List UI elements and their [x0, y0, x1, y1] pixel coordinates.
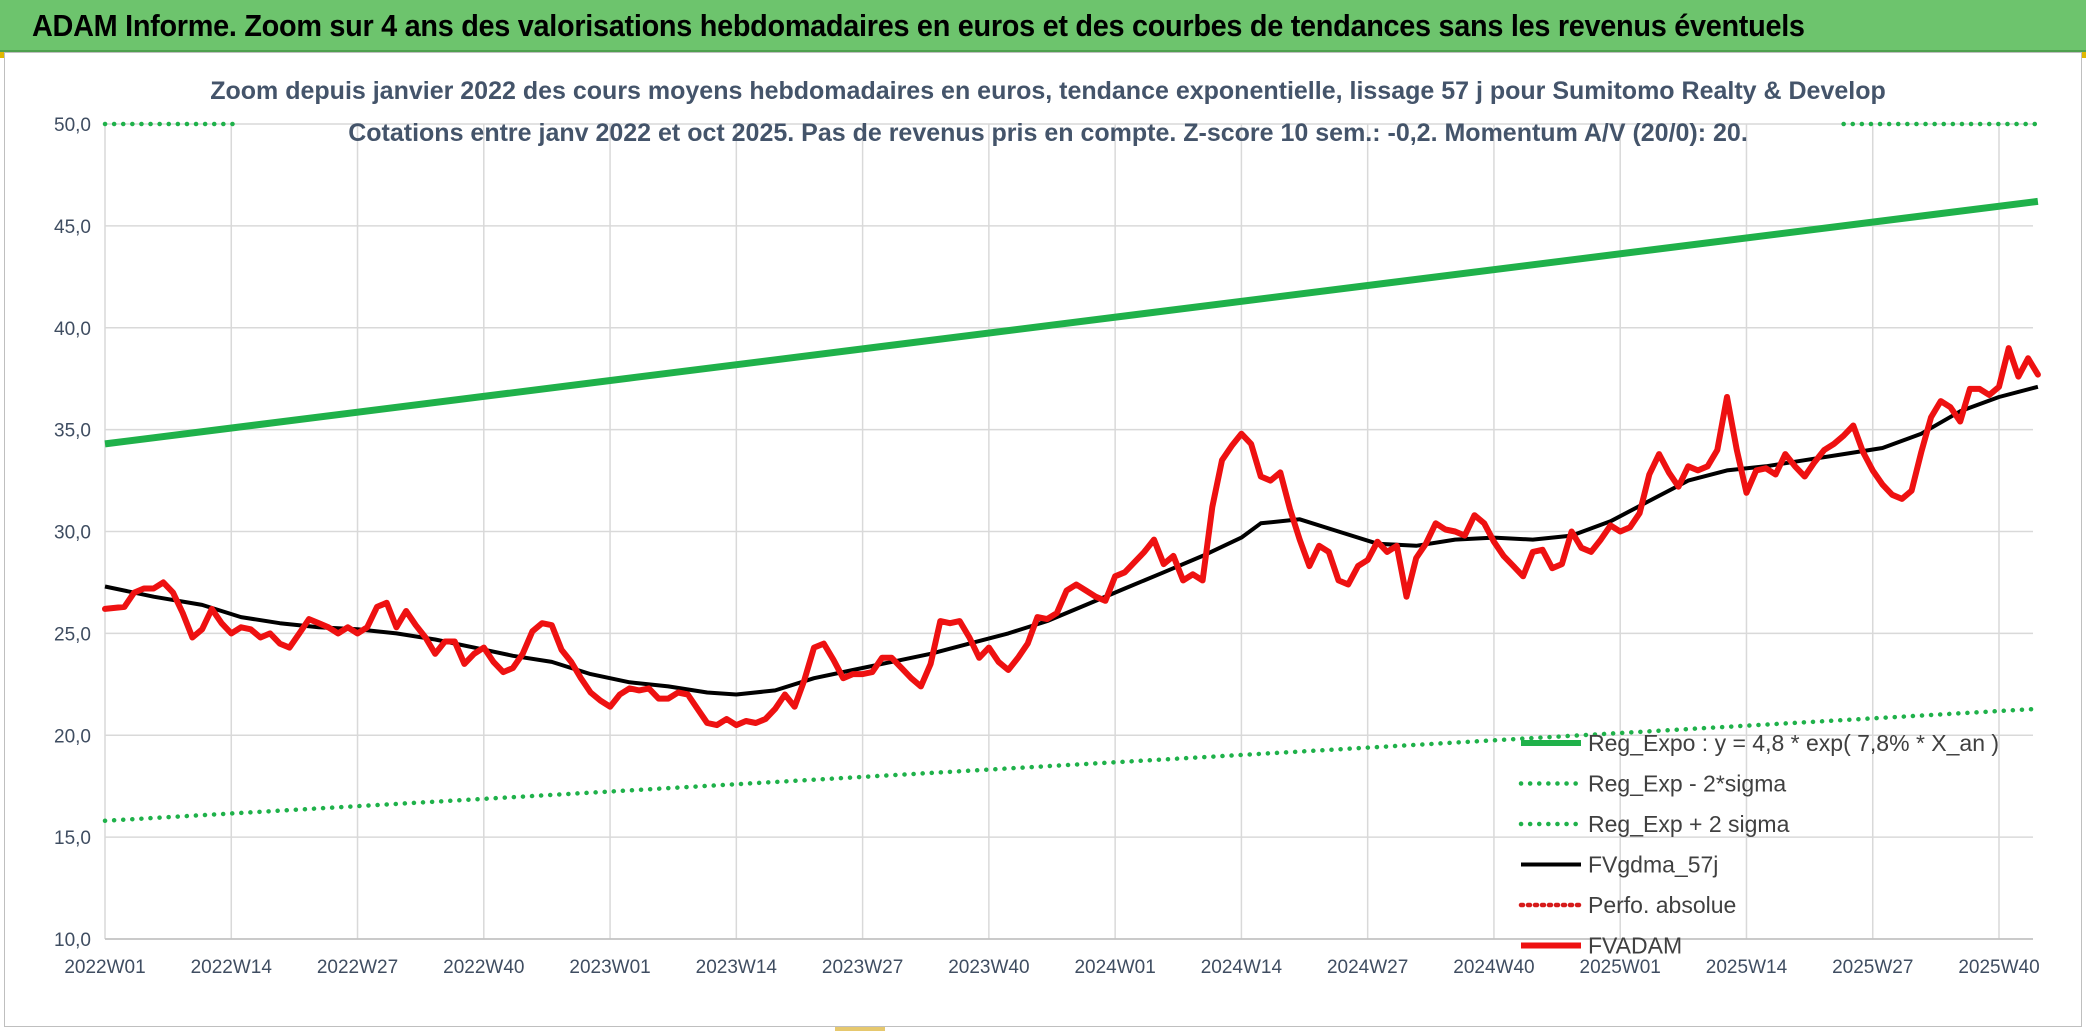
- series-fvadam: [102, 345, 2041, 729]
- y-tick-label: 20,0: [54, 726, 91, 747]
- x-tick-label: 2022W27: [317, 957, 398, 978]
- x-tick-label: 2024W14: [1201, 957, 1283, 978]
- legend-label: Reg_Exp - 2*sigma: [1588, 771, 1786, 797]
- chart-area: 10,0 15,0 20,0 25,0 30,0 35,0 40,0 45,0 50,0 2022…: [4, 52, 2082, 1027]
- x-tick-label: 2025W01: [1580, 957, 1661, 978]
- x-tick-label: 2022W14: [191, 957, 273, 978]
- x-tick-label: 2025W40: [1958, 957, 2039, 978]
- x-tick-label: 2025W27: [1832, 957, 1913, 978]
- x-tick-label: 2022W40: [443, 957, 524, 978]
- y-tick-label: 35,0: [54, 421, 91, 442]
- y-tick-label: 10,0: [54, 930, 91, 951]
- bottom-accent: [835, 1027, 885, 1031]
- series-reg-expo: [104, 197, 2039, 448]
- legend-label: Reg_Expo : y = 4,8 * exp( 7,8% * X_an ): [1588, 730, 1999, 756]
- gridlines: [104, 123, 2033, 940]
- y-tick-label: 45,0: [54, 217, 91, 238]
- line-chart: 10,0 15,0 20,0 25,0 30,0 35,0 40,0 45,0 50,0 2022…: [54, 77, 2041, 978]
- x-tick-label: 2024W27: [1327, 957, 1408, 978]
- x-tick-label: 2023W01: [569, 957, 650, 978]
- legend: Reg_Expo : y = 4,8 * exp( 7,8% * X_an ) R…: [1518, 730, 1999, 959]
- page-header: ADAM Informe. Zoom sur 4 ans des valoris…: [0, 0, 2086, 52]
- x-tick-label: 2022W01: [64, 957, 145, 978]
- x-tick-label: 2023W27: [822, 957, 903, 978]
- y-tick-label: 50,0: [54, 115, 91, 136]
- series-fvgdma-57j: [104, 384, 2039, 697]
- page-title: ADAM Informe. Zoom sur 4 ans des valoris…: [32, 8, 1805, 43]
- y-tick-label: 30,0: [54, 523, 91, 544]
- y-tick-label: 25,0: [54, 624, 91, 645]
- legend-label: FVADAM: [1588, 933, 1682, 959]
- y-tick-label: 15,0: [54, 828, 91, 849]
- x-tick-label: 2023W40: [948, 957, 1029, 978]
- x-tick-label: 2024W40: [1453, 957, 1534, 978]
- x-tick-label: 2023W14: [696, 957, 778, 978]
- legend-label: Perfo. absolue: [1588, 892, 1736, 918]
- chart-title-line-1: Zoom depuis janvier 2022 des cours moyen…: [210, 77, 1886, 105]
- series-layer: [102, 121, 2041, 824]
- chart-title-line-2: Cotations entre janv 2022 et oct 2025. P…: [348, 119, 1748, 147]
- series-reg-exp-2-sigma: [102, 706, 2041, 824]
- legend-label: FVgdma_57j: [1588, 852, 1718, 878]
- x-tick-label: 2025W14: [1706, 957, 1788, 978]
- x-tick-label: 2024W01: [1074, 957, 1155, 978]
- axes: 10,0 15,0 20,0 25,0 30,0 35,0 40,0 45,0 50,0 2022…: [54, 115, 2040, 978]
- y-tick-label: 40,0: [54, 319, 91, 340]
- legend-label: Reg_Exp + 2 sigma: [1588, 811, 1790, 837]
